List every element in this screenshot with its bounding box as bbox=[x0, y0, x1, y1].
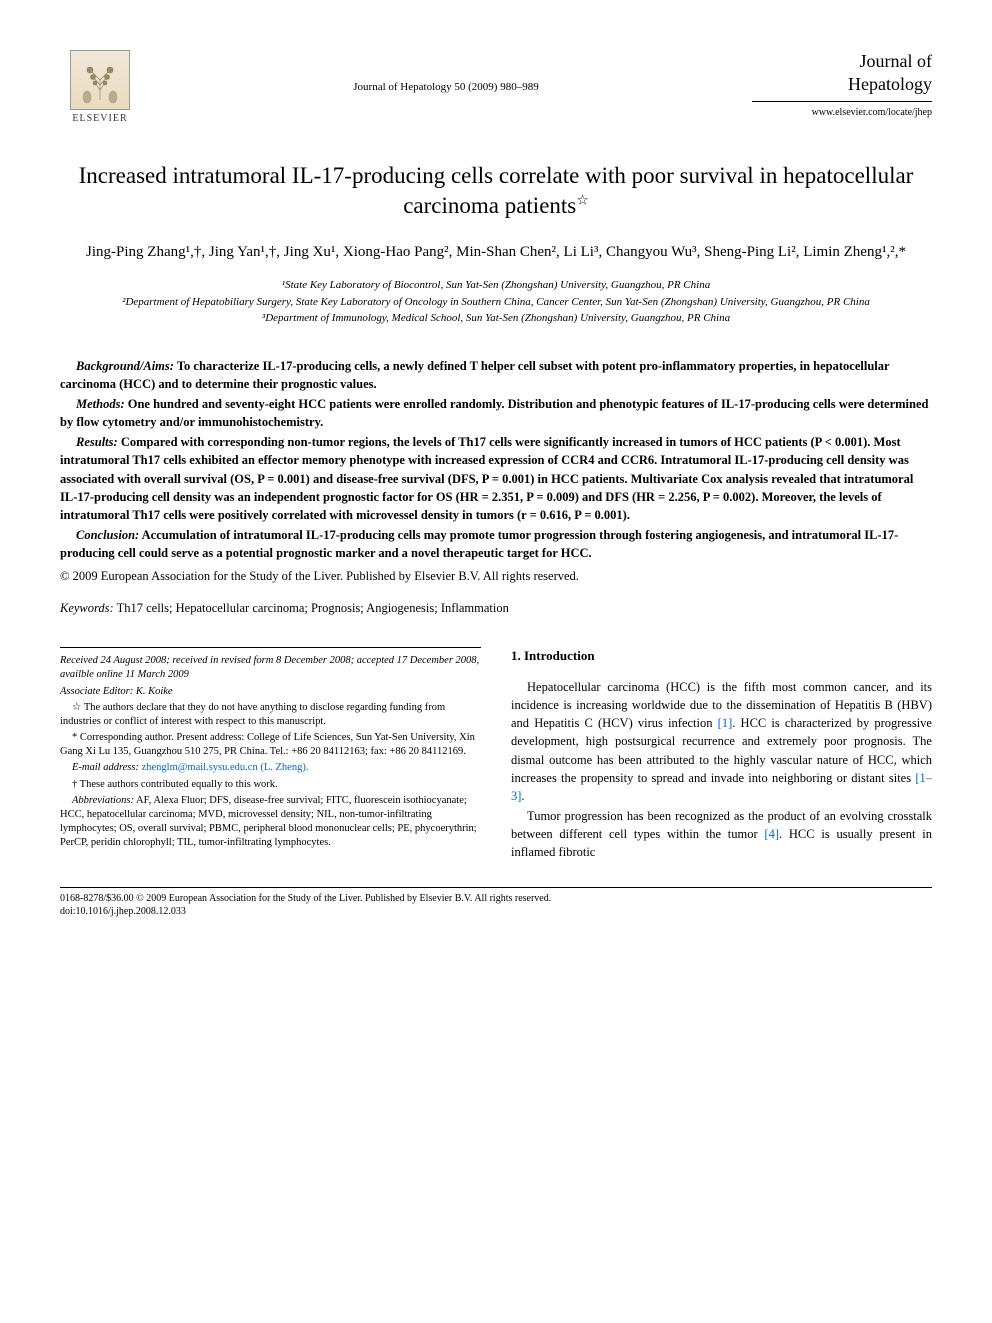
equal-contribution: † These authors contributed equally to t… bbox=[60, 778, 481, 792]
footnotes-column: Received 24 August 2008; received in rev… bbox=[60, 647, 481, 863]
received-dates: Received 24 August 2008; received in rev… bbox=[60, 654, 481, 682]
two-column-body: Received 24 August 2008; received in rev… bbox=[60, 647, 932, 863]
footer-copyright: 0168-8278/$36.00 © 2009 European Associa… bbox=[60, 892, 932, 905]
title-note-marker: ☆ bbox=[576, 193, 589, 208]
conclusion-label: Conclusion: bbox=[76, 528, 139, 542]
methods-label: Methods: bbox=[76, 397, 125, 411]
methods-text: One hundred and seventy-eight HCC patien… bbox=[60, 397, 928, 429]
affiliation-1: ¹State Key Laboratory of Biocontrol, Sun… bbox=[60, 277, 932, 294]
abbrev-label: Abbreviations: bbox=[72, 795, 134, 806]
abstract-background: Background/Aims: To characterize IL-17-p… bbox=[60, 357, 932, 393]
results-label: Results: bbox=[76, 435, 118, 449]
citation-1[interactable]: [1] bbox=[718, 716, 733, 730]
authors-list: Jing-Ping Zhang¹,†, Jing Yan¹,†, Jing Xu… bbox=[60, 241, 932, 264]
abstract-results: Results: Compared with corresponding non… bbox=[60, 433, 932, 524]
abbreviations: Abbreviations: AF, Alexa Fluor; DFS, dis… bbox=[60, 794, 481, 851]
intro-heading: 1. Introduction bbox=[511, 647, 932, 666]
page-footer: 0168-8278/$36.00 © 2009 European Associa… bbox=[60, 887, 932, 918]
corresponding-author: * Corresponding author. Present address:… bbox=[60, 731, 481, 759]
background-text: To characterize IL-17-producing cells, a… bbox=[60, 359, 889, 391]
journal-name-line2: Hepatology bbox=[752, 73, 932, 96]
intro-p2: Tumor progression has been recognized as… bbox=[511, 807, 932, 861]
citation-4[interactable]: [4] bbox=[764, 827, 779, 841]
affiliation-3: ³Department of Immunology, Medical Schoo… bbox=[60, 310, 932, 327]
email-address[interactable]: zhenglm@mail.sysu.edu.cn (L. Zheng). bbox=[139, 762, 308, 773]
associate-editor: Associate Editor: K. Koike bbox=[60, 685, 481, 699]
publisher-logo: ELSEVIER bbox=[60, 50, 140, 126]
journal-url[interactable]: www.elsevier.com/locate/jhep bbox=[752, 106, 932, 120]
page-header: ELSEVIER Journal of Hepatology 50 (2009)… bbox=[60, 50, 932, 126]
journal-name-line1: Journal of bbox=[752, 50, 932, 73]
disclosure-note: ☆ The authors declare that they do not h… bbox=[60, 701, 481, 729]
email-line: E-mail address: zhenglm@mail.sysu.edu.cn… bbox=[60, 761, 481, 775]
email-label: E-mail address: bbox=[72, 762, 139, 773]
affiliation-2: ²Department of Hepatobiliary Surgery, St… bbox=[60, 294, 932, 311]
journal-reference: Journal of Hepatology 50 (2009) 980–989 bbox=[140, 50, 752, 95]
results-text: Compared with corresponding non-tumor re… bbox=[60, 435, 913, 522]
abstract-conclusion: Conclusion: Accumulation of intratumoral… bbox=[60, 526, 932, 562]
article-title: Increased intratumoral IL-17-producing c… bbox=[60, 161, 932, 221]
elsevier-tree-icon bbox=[70, 50, 130, 110]
abstract-block: Background/Aims: To characterize IL-17-p… bbox=[60, 357, 932, 562]
title-text: Increased intratumoral IL-17-producing c… bbox=[79, 163, 914, 218]
background-label: Background/Aims: bbox=[76, 359, 174, 373]
introduction-column: 1. Introduction Hepatocellular carcinoma… bbox=[511, 647, 932, 863]
affiliations-block: ¹State Key Laboratory of Biocontrol, Sun… bbox=[60, 277, 932, 327]
journal-rule bbox=[752, 101, 932, 102]
footer-doi: doi:10.1016/j.jhep.2008.12.033 bbox=[60, 905, 932, 918]
abstract-methods: Methods: One hundred and seventy-eight H… bbox=[60, 395, 932, 431]
keywords-line: Keywords: Th17 cells; Hepatocellular car… bbox=[60, 600, 932, 618]
keywords-text: Th17 cells; Hepatocellular carcinoma; Pr… bbox=[114, 601, 509, 615]
keywords-label: Keywords: bbox=[60, 601, 114, 615]
copyright-line: © 2009 European Association for the Stud… bbox=[60, 568, 932, 586]
intro-p1: Hepatocellular carcinoma (HCC) is the fi… bbox=[511, 678, 932, 805]
conclusion-text: Accumulation of intratumoral IL-17-produ… bbox=[60, 528, 898, 560]
publisher-name: ELSEVIER bbox=[72, 112, 127, 126]
journal-logo-block: Journal of Hepatology www.elsevier.com/l… bbox=[752, 50, 932, 120]
